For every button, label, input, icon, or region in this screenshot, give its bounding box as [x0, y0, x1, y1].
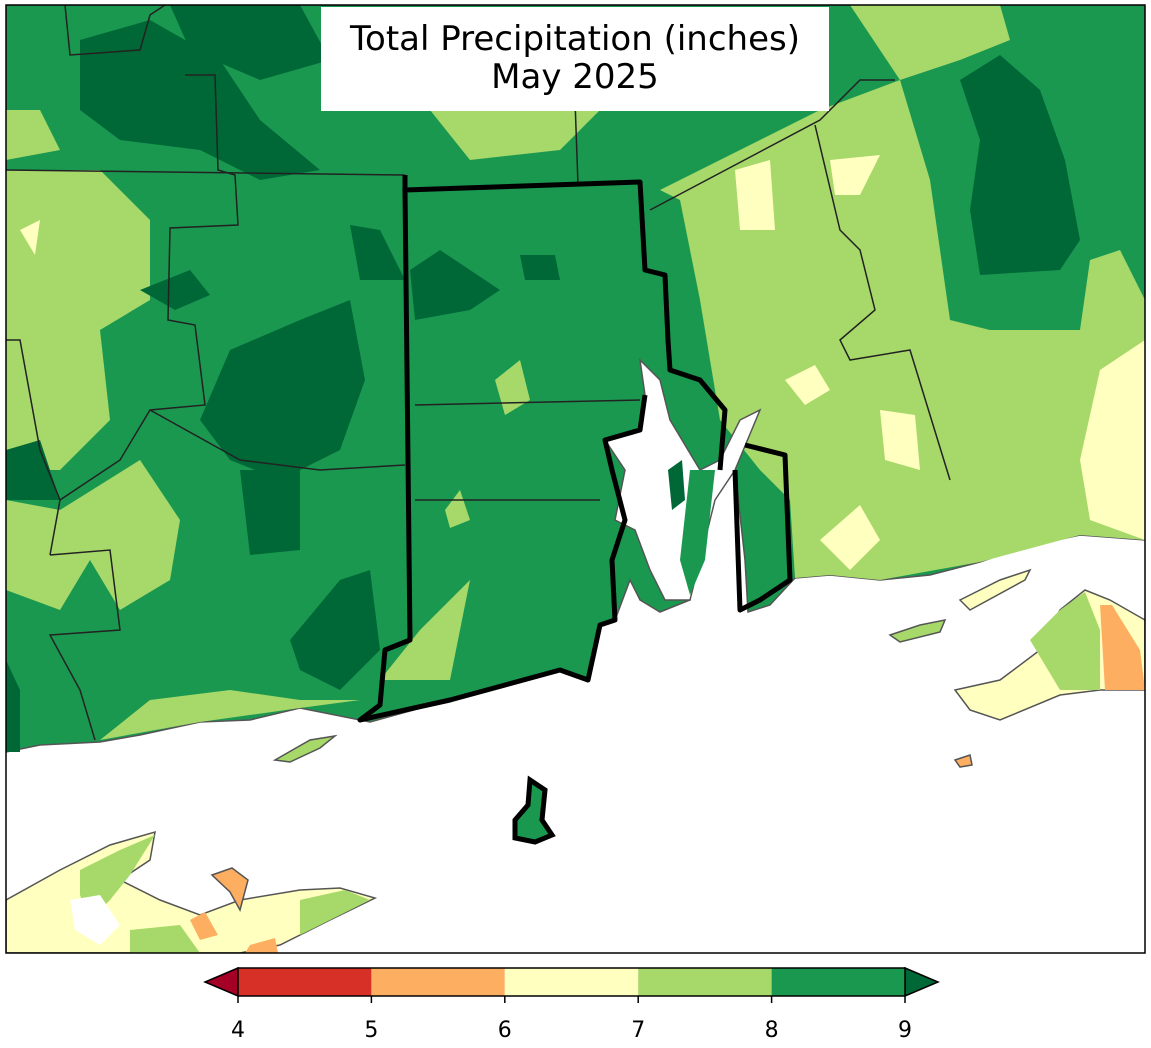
colorbar-tick-label: 8 [765, 1018, 779, 1043]
cape-islands [958, 568, 1032, 611]
vineyard-orange [1100, 605, 1145, 690]
colorbar-segment [638, 968, 772, 996]
fishers-island [272, 734, 338, 763]
title: Total Precipitation (inches) [349, 19, 800, 59]
aquidneck-island [680, 470, 715, 595]
colorbar-under [203, 966, 239, 998]
colorbar-tick-label: 4 [231, 1018, 245, 1043]
orient-orange [190, 912, 278, 953]
subtitle: May 2025 [491, 57, 659, 97]
peconic-bay [70, 895, 120, 945]
vineyard-green [1030, 592, 1100, 690]
county-lines [6, 5, 951, 741]
prudence-island [668, 460, 685, 510]
colorbar-segment [238, 968, 372, 996]
islet [953, 754, 973, 768]
colorbar-tick-label: 9 [898, 1018, 912, 1043]
colorbar-outline [237, 967, 906, 997]
colorbar-segment [371, 968, 505, 996]
rhode-island-border [357, 175, 793, 723]
gardiners-island [210, 867, 249, 912]
block-island [512, 775, 556, 845]
colorbar-segment [771, 968, 905, 996]
colorbar: 4 5 6 7 8 9 [203, 966, 940, 1043]
title-box [321, 7, 829, 111]
colorbar-segment [504, 968, 639, 996]
colorbar-tick-label: 5 [364, 1018, 378, 1043]
colorbar-tick-label: 7 [631, 1018, 645, 1043]
zone-9-plus [6, 5, 1080, 752]
elizabeth-islands [888, 618, 947, 643]
colorbar-over [904, 966, 940, 998]
zone-6-7 [20, 155, 1145, 570]
colorbar-tick-label: 6 [498, 1018, 512, 1043]
map [6, 5, 1145, 953]
map-frame [5, 4, 1146, 954]
